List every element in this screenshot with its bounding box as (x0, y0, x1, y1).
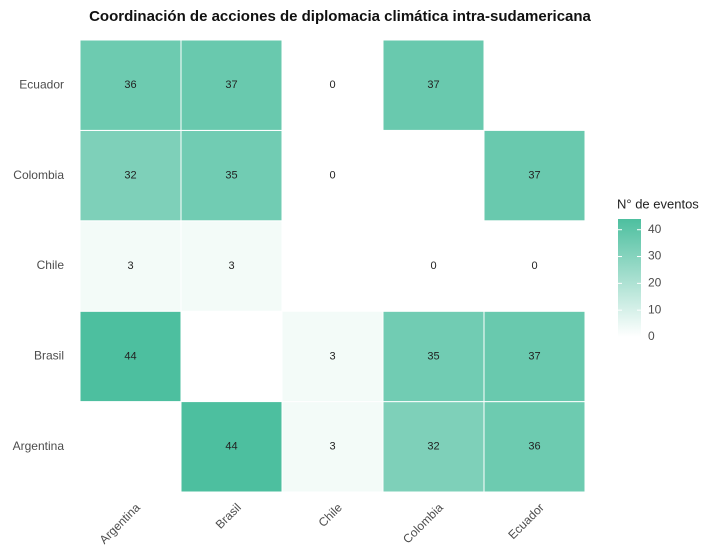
cell-label: 32 (124, 170, 136, 182)
heat-cell (382, 39, 485, 131)
cell-label: 3 (228, 260, 234, 272)
heat-cell (483, 129, 586, 222)
cell-label: 0 (329, 170, 335, 182)
colorbar-tick-label: 10 (648, 302, 662, 316)
heat-cell (180, 401, 283, 493)
y-tick-label: Ecuador (19, 77, 64, 91)
cell-label: 0 (531, 260, 537, 272)
cell-label: 32 (427, 441, 439, 453)
heat-cell (483, 401, 586, 493)
cell-label: 44 (225, 441, 237, 453)
heat-cell (180, 39, 283, 131)
x-tick-label: Chile (316, 500, 345, 529)
cell-label: 0 (430, 260, 436, 272)
y-tick-label: Brasil (34, 349, 64, 363)
cell-label: 3 (127, 260, 133, 272)
heat-cell (281, 401, 384, 493)
heat-cell (483, 310, 586, 403)
y-tick-label: Argentina (13, 439, 65, 453)
heat-cell (180, 220, 283, 312)
cell-label: 35 (427, 350, 439, 362)
cell-label: 44 (124, 350, 136, 362)
y-tick-label: Chile (37, 258, 65, 272)
heat-cell (79, 39, 182, 131)
cell-label: 35 (225, 170, 237, 182)
heat-cell (281, 39, 384, 131)
x-tick-label: Ecuador (505, 500, 547, 542)
heat-cell (483, 220, 586, 312)
cell-label: 36 (124, 79, 136, 91)
x-tick-label: Colombia (400, 500, 446, 546)
heat-cell (79, 129, 182, 222)
cell-label: 3 (329, 441, 335, 453)
cell-label: 37 (528, 170, 540, 182)
cell-label: 36 (528, 441, 540, 453)
cell-label: 3 (329, 350, 335, 362)
colorbar-tick-label: 30 (648, 249, 662, 263)
cell-label: 37 (225, 79, 237, 91)
heat-cell (79, 220, 182, 312)
legend-title: N° de eventos (617, 196, 699, 211)
heat-cell (281, 310, 384, 403)
colorbar-tick-label: 20 (648, 276, 662, 290)
cell-label: 37 (427, 79, 439, 91)
heat-cell (281, 129, 384, 222)
colorbar-tick-label: 40 (648, 222, 662, 236)
cell-label: 37 (528, 350, 540, 362)
x-tick-label: Argentina (97, 500, 143, 546)
colorbar-tick-label: 0 (648, 329, 655, 343)
colorbar (618, 219, 641, 337)
cell-label: 0 (329, 79, 335, 91)
chart-title: Coordinación de acciones de diplomacia c… (89, 8, 591, 25)
heat-cell (79, 310, 182, 403)
heat-cell (382, 310, 485, 403)
y-tick-label: Colombia (13, 168, 64, 182)
x-tick-label: Brasil (213, 500, 244, 531)
